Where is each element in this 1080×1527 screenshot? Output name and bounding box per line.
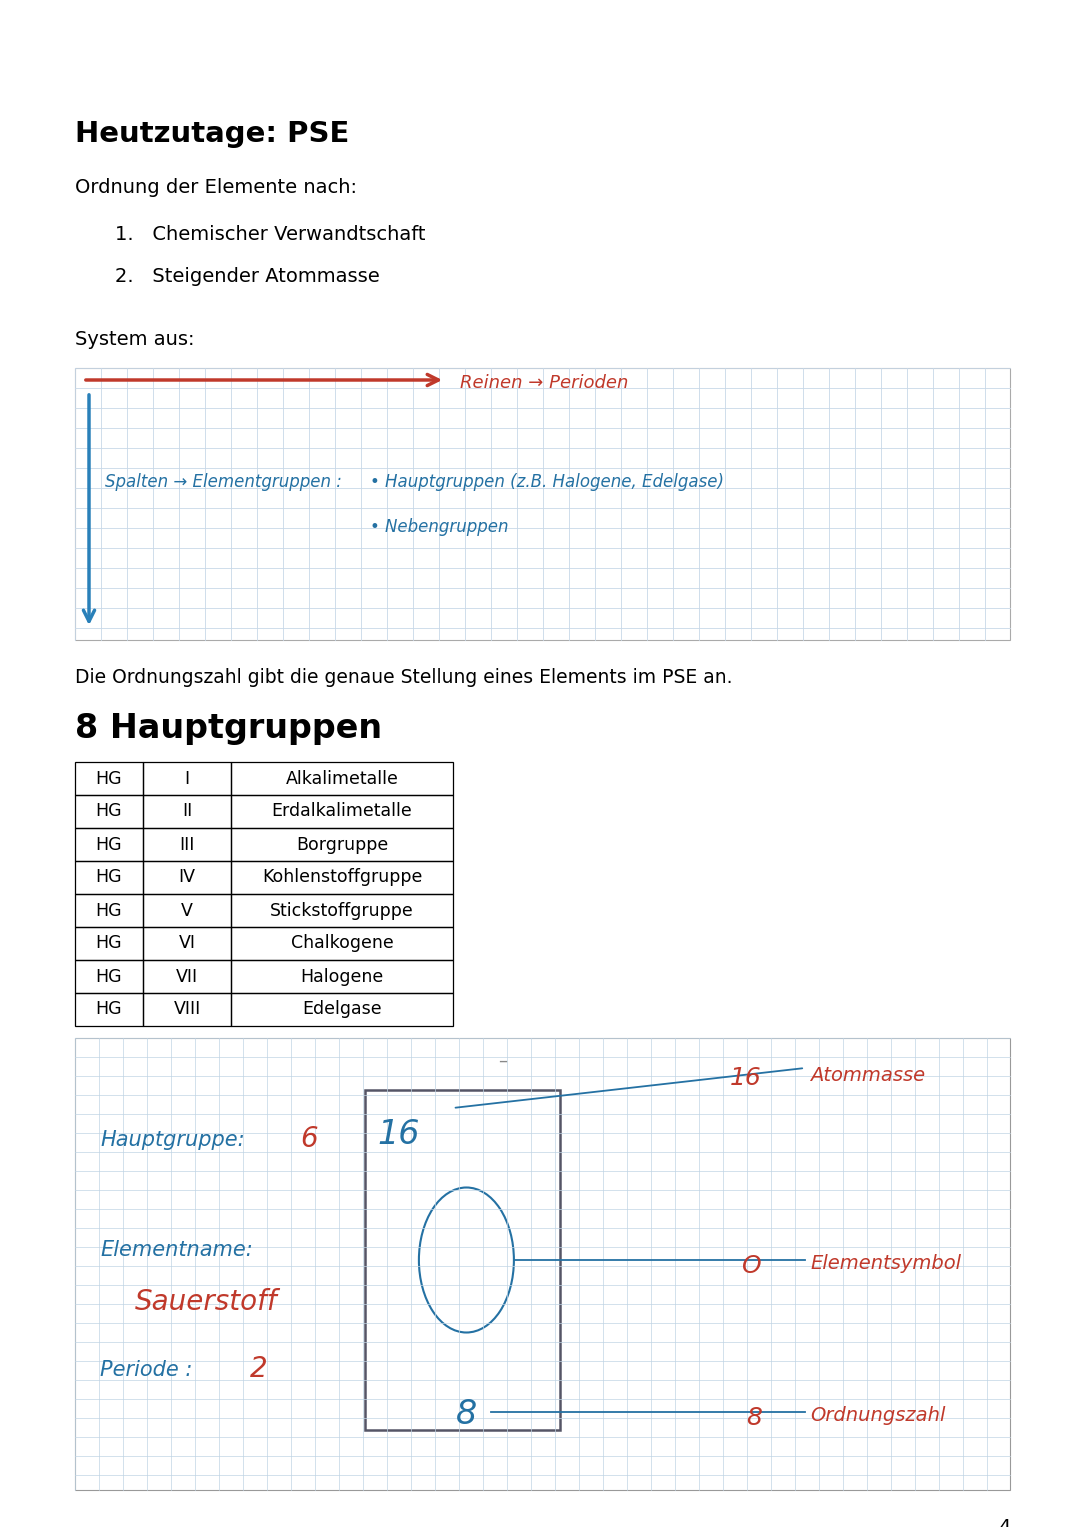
Text: Halogene: Halogene bbox=[300, 968, 383, 985]
Text: Chalkogene: Chalkogene bbox=[291, 935, 393, 953]
Bar bbox=[75, 861, 143, 893]
Bar bbox=[231, 960, 453, 993]
Text: Stickstoffgruppe: Stickstoffgruppe bbox=[270, 901, 414, 919]
Text: –: – bbox=[498, 1052, 507, 1070]
Text: Sauerstoff: Sauerstoff bbox=[135, 1287, 278, 1316]
Text: HG: HG bbox=[96, 869, 122, 887]
Text: 8: 8 bbox=[746, 1406, 762, 1429]
Text: HG: HG bbox=[96, 803, 122, 820]
Bar bbox=[143, 960, 231, 993]
Text: Erdalkalimetalle: Erdalkalimetalle bbox=[272, 803, 413, 820]
Text: O: O bbox=[742, 1254, 762, 1278]
Text: Elementname:: Elementname: bbox=[100, 1240, 253, 1260]
Text: 8: 8 bbox=[456, 1399, 477, 1431]
Text: 1.   Chemischer Verwandtschaft: 1. Chemischer Verwandtschaft bbox=[114, 224, 426, 244]
Text: III: III bbox=[179, 835, 194, 854]
Text: Alkalimetalle: Alkalimetalle bbox=[285, 770, 399, 788]
Bar bbox=[143, 762, 231, 796]
Bar bbox=[143, 993, 231, 1026]
Text: VIII: VIII bbox=[174, 1000, 201, 1019]
Text: HG: HG bbox=[96, 901, 122, 919]
Text: VII: VII bbox=[176, 968, 198, 985]
Bar bbox=[143, 796, 231, 828]
Text: Atommasse: Atommasse bbox=[810, 1066, 926, 1086]
Text: 16: 16 bbox=[377, 1118, 419, 1151]
Bar bbox=[75, 368, 1010, 640]
Bar bbox=[75, 796, 143, 828]
Text: HG: HG bbox=[96, 968, 122, 985]
Bar bbox=[75, 828, 143, 861]
Text: II: II bbox=[181, 803, 192, 820]
Text: 8 Hauptgruppen: 8 Hauptgruppen bbox=[75, 712, 382, 745]
Text: Ordnungszahl: Ordnungszahl bbox=[810, 1406, 945, 1425]
Bar bbox=[143, 861, 231, 893]
Text: Borgruppe: Borgruppe bbox=[296, 835, 388, 854]
Bar bbox=[75, 960, 143, 993]
Text: • Nebengruppen: • Nebengruppen bbox=[370, 518, 509, 536]
Bar bbox=[365, 1090, 561, 1429]
Bar bbox=[231, 993, 453, 1026]
Text: V: V bbox=[181, 901, 193, 919]
Text: Die Ordnungszahl gibt die genaue Stellung eines Elements im PSE an.: Die Ordnungszahl gibt die genaue Stellun… bbox=[75, 667, 732, 687]
Text: Ordnung der Elemente nach:: Ordnung der Elemente nach: bbox=[75, 179, 357, 197]
Text: HG: HG bbox=[96, 835, 122, 854]
Text: Spalten → Elementgruppen :: Spalten → Elementgruppen : bbox=[105, 473, 342, 492]
Bar bbox=[75, 893, 143, 927]
Text: 6: 6 bbox=[300, 1125, 318, 1153]
Bar bbox=[75, 927, 143, 960]
Text: HG: HG bbox=[96, 935, 122, 953]
Text: 16: 16 bbox=[730, 1066, 762, 1090]
Text: 2: 2 bbox=[249, 1354, 268, 1383]
Text: Heutzutage: PSE: Heutzutage: PSE bbox=[75, 121, 349, 148]
Bar bbox=[75, 1038, 1010, 1490]
Text: Edelgase: Edelgase bbox=[302, 1000, 382, 1019]
Bar bbox=[231, 861, 453, 893]
Text: Periode :: Periode : bbox=[100, 1361, 192, 1380]
Text: I: I bbox=[185, 770, 190, 788]
Bar bbox=[75, 762, 143, 796]
Bar bbox=[143, 893, 231, 927]
Text: Elementsymbol: Elementsymbol bbox=[810, 1254, 961, 1274]
Text: Kohlenstoffgruppe: Kohlenstoffgruppe bbox=[261, 869, 422, 887]
Text: 2.   Steigender Atommasse: 2. Steigender Atommasse bbox=[114, 267, 380, 286]
Text: Hauptgruppe:: Hauptgruppe: bbox=[100, 1130, 245, 1150]
Bar bbox=[143, 927, 231, 960]
Bar bbox=[231, 762, 453, 796]
Bar bbox=[143, 828, 231, 861]
Text: IV: IV bbox=[178, 869, 195, 887]
Bar bbox=[231, 927, 453, 960]
Bar bbox=[75, 993, 143, 1026]
Bar bbox=[231, 828, 453, 861]
Text: Reinen → Perioden: Reinen → Perioden bbox=[460, 374, 629, 392]
Bar bbox=[231, 893, 453, 927]
Text: HG: HG bbox=[96, 770, 122, 788]
Text: • Hauptgruppen (z.B. Halogene, Edelgase): • Hauptgruppen (z.B. Halogene, Edelgase) bbox=[370, 473, 724, 492]
Text: HG: HG bbox=[96, 1000, 122, 1019]
Text: VI: VI bbox=[178, 935, 195, 953]
Bar bbox=[231, 796, 453, 828]
Text: System aus:: System aus: bbox=[75, 330, 194, 350]
Text: 4: 4 bbox=[998, 1518, 1010, 1527]
